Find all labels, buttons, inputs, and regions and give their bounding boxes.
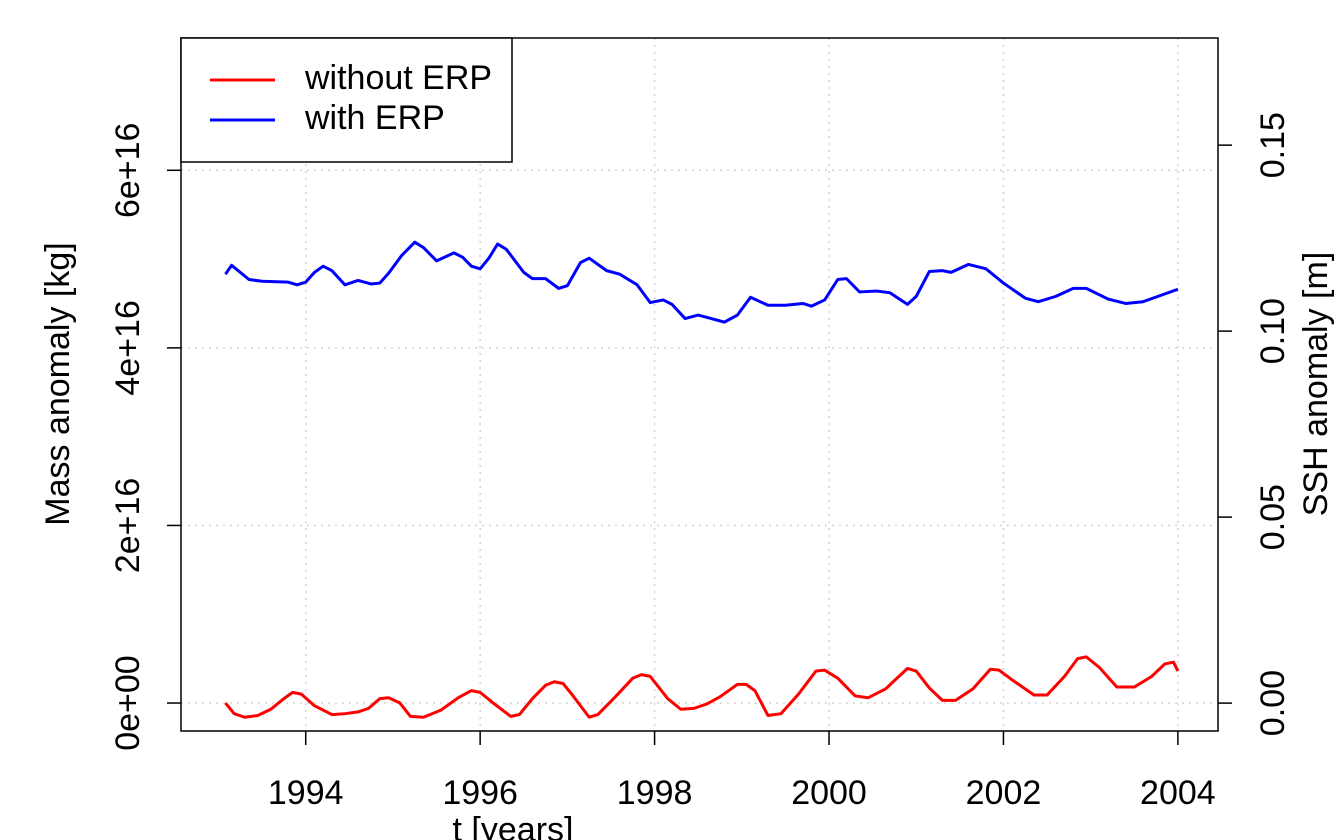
y2-tick-label: 0.15 [1254,112,1292,178]
x-tick-label: 2004 [1140,774,1216,812]
x-axis-label: t [years] [453,811,574,840]
data-line [224,240,1179,324]
y2-tick-label: 0.00 [1254,670,1292,736]
legend-label: with ERP [304,99,445,137]
y2-tick-label: 0.05 [1254,484,1292,550]
y2-tick-label: 0.10 [1254,298,1292,364]
y-tick-label: 6e+16 [109,123,147,219]
data-line [224,655,1180,719]
x-tick-label: 2002 [966,774,1042,812]
y2-axis-label: SSH anomaly [m] [1297,252,1335,517]
y-tick-label: 4e+16 [109,300,147,396]
y-tick-label: 0e+00 [109,655,147,751]
x-tick-label: 1998 [617,774,693,812]
x-tick-label: 2000 [791,774,867,812]
x-tick-label: 1996 [442,774,518,812]
legend-label: without ERP [304,59,492,97]
legend-box [180,37,513,163]
y-tick-label: 2e+16 [109,478,147,574]
x-tick-label: 1994 [268,774,344,812]
plot-frame [180,37,1219,732]
y-axis-label: Mass anomaly [kg] [39,242,77,525]
